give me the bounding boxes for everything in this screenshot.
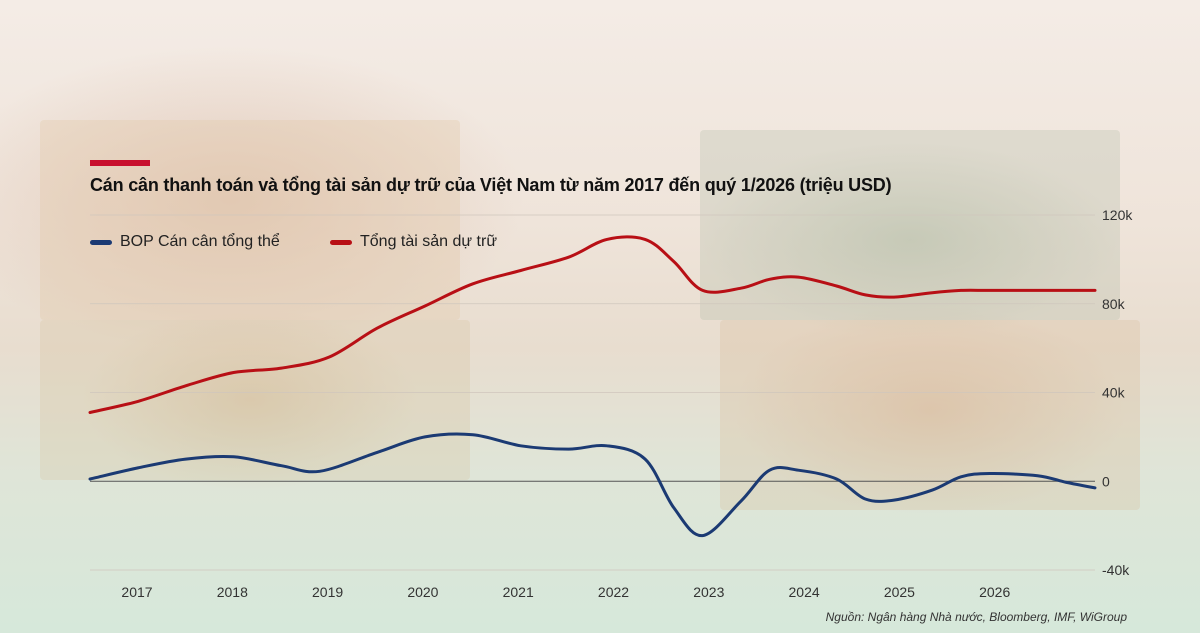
y-tick-label: 0 (1102, 473, 1110, 489)
x-tick-label: 2021 (503, 584, 534, 600)
x-tick-label: 2026 (979, 584, 1010, 600)
x-tick-label: 2020 (407, 584, 438, 600)
x-tick-label: 2017 (121, 584, 152, 600)
y-tick-label: -40k (1102, 562, 1130, 578)
legend-label-bop: BOP Cán cân tổng thể (120, 233, 280, 250)
y-tick-label: 120k (1102, 207, 1133, 223)
banknote-stack-left-bottom (40, 320, 470, 480)
banknote-stack-right-bottom (720, 320, 1140, 510)
y-tick-label: 40k (1102, 385, 1126, 401)
x-tick-label: 2025 (884, 584, 915, 600)
banknote-stack-left-top (40, 120, 460, 320)
x-tick-label: 2023 (693, 584, 724, 600)
x-tick-label: 2024 (789, 584, 820, 600)
y-tick-label: 80k (1102, 296, 1126, 312)
legend-label-reserves: Tổng tài sản dự trữ (360, 233, 498, 250)
legend-swatch-bop (90, 239, 112, 245)
source-note: Nguồn: Ngân hàng Nhà nước, Bloomberg, IM… (825, 610, 1127, 624)
x-tick-label: 2022 (598, 584, 629, 600)
series-line-bop (88, 432, 1097, 538)
title-accent-bar (90, 160, 150, 166)
x-tick-label: 2018 (217, 584, 248, 600)
legend-item-bop: BOP Cán cân tổng thể (90, 233, 280, 251)
x-tick-label: 2019 (312, 584, 343, 600)
legend-item-reserves: Tổng tài sản dự trữ (330, 233, 497, 251)
banknote-stack-right-top (700, 130, 1120, 320)
chart-title: Cán cân thanh toán và tổng tài sản dự tr… (90, 175, 892, 195)
legend-swatch-reserves (330, 239, 352, 245)
series-line-reserves (88, 235, 1097, 414)
